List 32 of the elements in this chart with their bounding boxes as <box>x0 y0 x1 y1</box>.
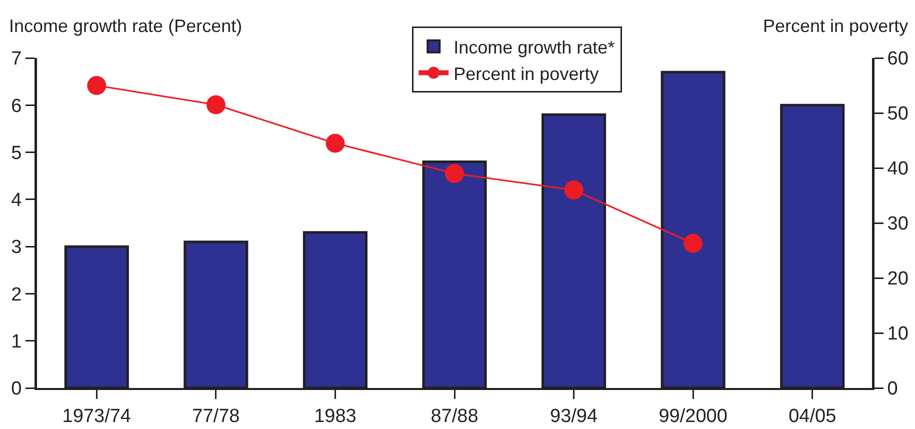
y-tick-label: 0 <box>11 378 22 400</box>
y-tick-label: 2 <box>11 284 22 306</box>
point <box>445 164 464 183</box>
x-tick-label: 1983 <box>314 406 356 427</box>
y-tick-label: 6 <box>11 96 22 117</box>
y2-tick-label: 0 <box>887 378 898 400</box>
y2-tick-label: 10 <box>887 324 908 345</box>
x-tick-label: 93/94 <box>550 406 598 427</box>
y2-tick-label: 30 <box>887 214 908 235</box>
y-tick-label: 4 <box>11 190 22 212</box>
y2-axis-title: Percent in poverty <box>763 16 908 36</box>
point <box>564 180 584 200</box>
x-tick-label: 77/78 <box>192 406 240 427</box>
legend-label: Percent in poverty <box>454 64 599 84</box>
y-axis-title: Income growth rate (Percent) <box>9 16 242 36</box>
y-tick-label: 1 <box>11 332 22 353</box>
y-tick-label: 7 <box>11 48 22 70</box>
legend-label: Income growth rate* <box>454 37 615 58</box>
y2-tick-label: 20 <box>887 268 908 290</box>
point <box>326 134 345 153</box>
x-tick-label: 04/05 <box>788 406 836 427</box>
y2-tick-label: 50 <box>887 104 908 125</box>
y2-tick-label: 60 <box>887 48 908 70</box>
x-tick-label: 87/88 <box>430 406 478 427</box>
point <box>206 95 226 114</box>
x-tick-label: 99/2000 <box>658 406 728 427</box>
y2-tick-label: 40 <box>887 158 908 180</box>
point <box>684 234 703 253</box>
point <box>87 76 106 95</box>
y-tick-label: 3 <box>11 237 22 258</box>
x-tick-label: 1973/74 <box>62 406 132 427</box>
y-tick-label: 5 <box>11 142 22 164</box>
